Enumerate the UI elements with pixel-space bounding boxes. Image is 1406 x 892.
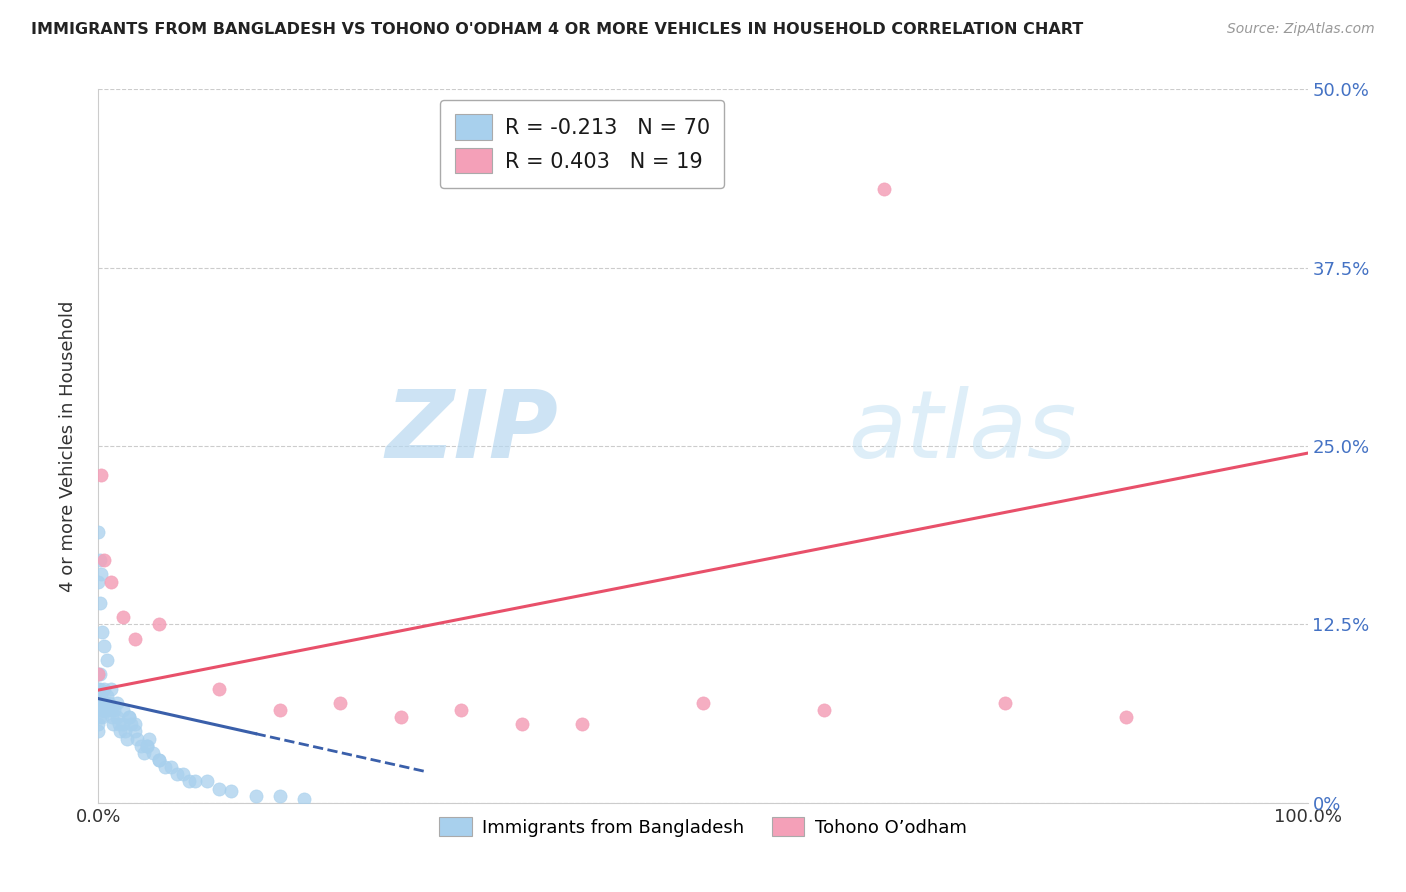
Point — [129, 739, 152, 753]
Point — [142, 746, 165, 760]
Point — [100, 574, 122, 589]
Point — [124, 724, 146, 739]
Point — [87, 717, 110, 731]
Legend: Immigrants from Bangladesh, Tohono O’odham: Immigrants from Bangladesh, Tohono O’odh… — [432, 810, 974, 844]
Point — [98, 696, 121, 710]
Point — [873, 182, 896, 196]
Point — [87, 524, 110, 539]
Point — [221, 784, 243, 798]
Point — [124, 632, 146, 646]
Point — [93, 553, 115, 567]
Point — [100, 681, 122, 696]
Point — [571, 717, 593, 731]
Point — [127, 731, 149, 746]
Point — [994, 696, 1017, 710]
Point — [87, 724, 110, 739]
Point — [166, 767, 188, 781]
Point — [111, 610, 134, 624]
Y-axis label: 4 or more Vehicles in Household: 4 or more Vehicles in Household — [59, 301, 77, 591]
Point — [91, 696, 114, 710]
Point — [114, 724, 136, 739]
Point — [91, 624, 114, 639]
Point — [89, 553, 111, 567]
Point — [89, 696, 111, 710]
Point — [134, 746, 156, 760]
Point — [96, 689, 118, 703]
Point — [93, 639, 115, 653]
Point — [90, 689, 112, 703]
Point — [148, 617, 170, 632]
Point — [105, 696, 128, 710]
Point — [87, 681, 110, 696]
Point — [184, 774, 207, 789]
Point — [91, 703, 114, 717]
Point — [93, 681, 115, 696]
Point — [450, 703, 472, 717]
Point — [208, 681, 231, 696]
Point — [120, 717, 142, 731]
Point — [90, 467, 112, 482]
Point — [813, 703, 835, 717]
Point — [87, 689, 110, 703]
Point — [510, 717, 533, 731]
Point — [100, 703, 122, 717]
Point — [108, 724, 131, 739]
Point — [93, 703, 115, 717]
Text: ZIP: ZIP — [385, 385, 558, 478]
Point — [172, 767, 194, 781]
Point — [1115, 710, 1137, 724]
Text: Source: ZipAtlas.com: Source: ZipAtlas.com — [1227, 22, 1375, 37]
Point — [292, 791, 315, 805]
Point — [329, 696, 352, 710]
Point — [89, 710, 111, 724]
Point — [91, 696, 114, 710]
Point — [160, 760, 183, 774]
Point — [245, 789, 267, 803]
Point — [89, 667, 111, 681]
Point — [89, 596, 111, 610]
Point — [97, 703, 120, 717]
Point — [692, 696, 714, 710]
Point — [105, 710, 128, 724]
Point — [208, 781, 231, 796]
Point — [87, 574, 110, 589]
Point — [90, 567, 112, 582]
Point — [269, 789, 291, 803]
Point — [111, 717, 134, 731]
Point — [89, 681, 111, 696]
Point — [135, 739, 157, 753]
Point — [179, 774, 201, 789]
Point — [87, 667, 110, 681]
Point — [118, 710, 141, 724]
Point — [96, 653, 118, 667]
Text: atlas: atlas — [848, 386, 1077, 477]
Point — [135, 739, 157, 753]
Point — [153, 760, 176, 774]
Point — [91, 710, 114, 724]
Point — [124, 717, 146, 731]
Point — [100, 710, 122, 724]
Point — [138, 731, 160, 746]
Point — [108, 717, 131, 731]
Point — [90, 703, 112, 717]
Point — [87, 667, 110, 681]
Point — [103, 703, 125, 717]
Point — [148, 753, 170, 767]
Text: IMMIGRANTS FROM BANGLADESH VS TOHONO O'ODHAM 4 OR MORE VEHICLES IN HOUSEHOLD COR: IMMIGRANTS FROM BANGLADESH VS TOHONO O'O… — [31, 22, 1083, 37]
Point — [87, 703, 110, 717]
Point — [269, 703, 291, 717]
Point — [195, 774, 218, 789]
Point — [389, 710, 412, 724]
Point — [87, 696, 110, 710]
Point — [111, 703, 134, 717]
Point — [117, 731, 139, 746]
Point — [101, 717, 124, 731]
Point — [148, 753, 170, 767]
Point — [118, 710, 141, 724]
Point — [94, 696, 117, 710]
